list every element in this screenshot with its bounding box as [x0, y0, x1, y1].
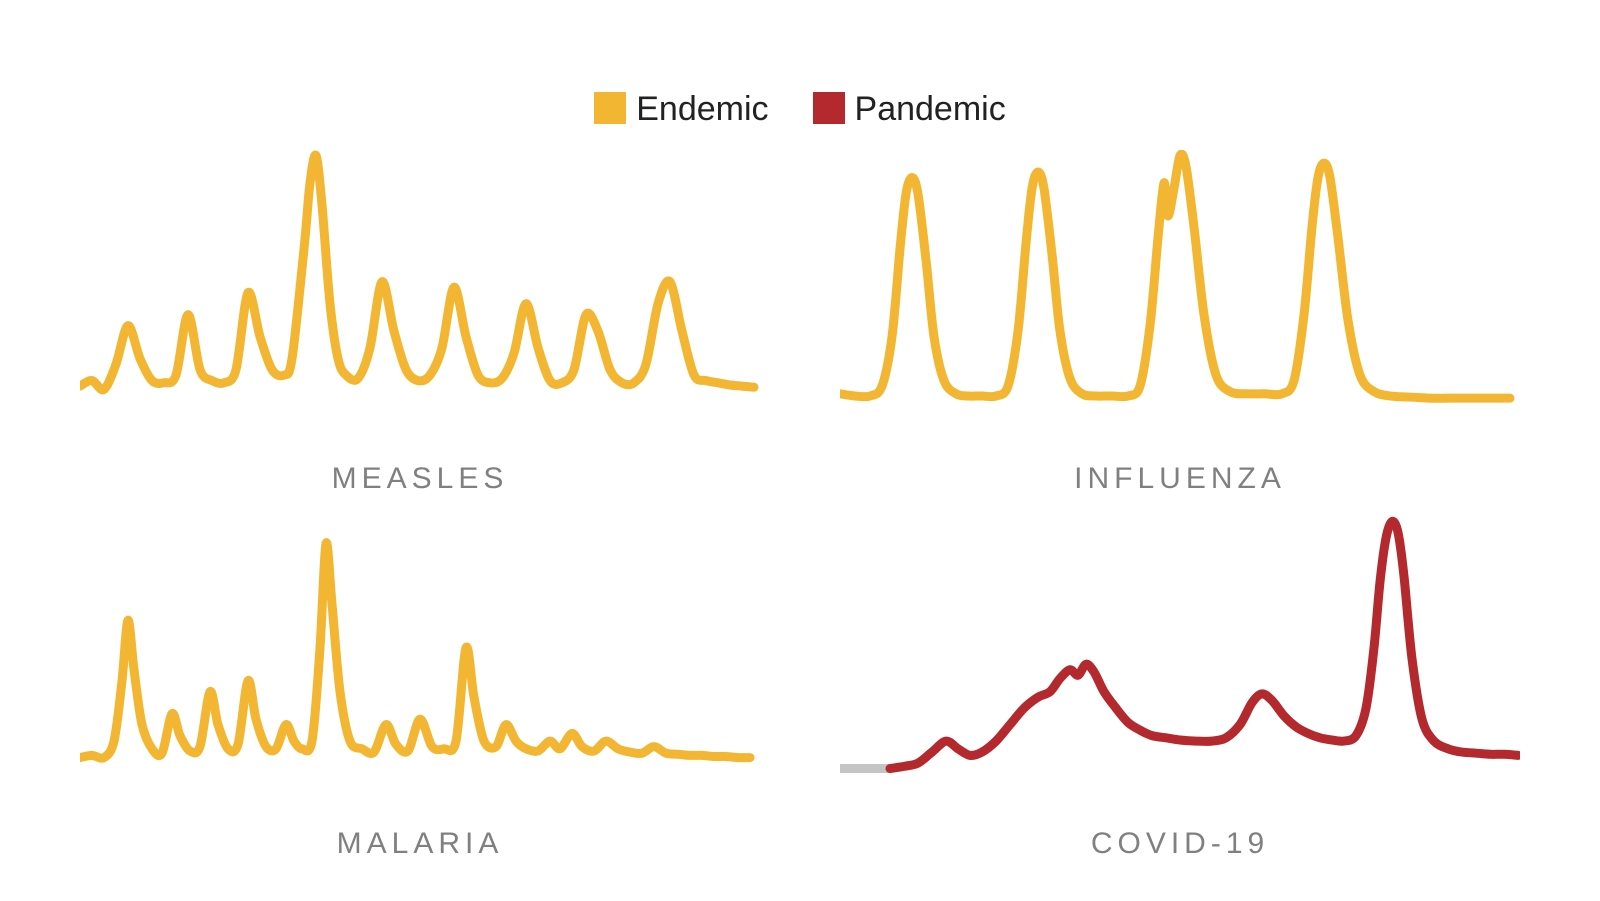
legend-label: Endemic [636, 90, 768, 128]
influenza-series-0 [840, 154, 1510, 398]
influenza-chart [840, 150, 1520, 436]
covid-label: COVID-19 [840, 827, 1520, 861]
measles-label: MEASLES [80, 462, 760, 496]
malaria-label: MALARIA [80, 827, 760, 861]
disease-curves-infographic: { "legend": { "items": [ { "label": "End… [0, 0, 1600, 901]
legend-item-endemic: Endemic [594, 90, 768, 129]
measles-chart [80, 150, 760, 436]
panel-malaria: MALARIA [80, 516, 760, 862]
legend-swatch [594, 92, 626, 124]
malaria-series-0 [80, 542, 750, 758]
covid-series-1 [890, 521, 1518, 768]
panel-grid: MEASLES INFLUENZA MALARIA COVID-19 [80, 150, 1520, 861]
measles-series-0 [80, 155, 754, 390]
legend-label: Pandemic [855, 90, 1006, 128]
legend: Endemic Pandemic [0, 90, 1600, 129]
covid-chart [840, 516, 1520, 802]
legend-item-pandemic: Pandemic [813, 90, 1006, 129]
malaria-chart [80, 516, 760, 802]
panel-covid: COVID-19 [840, 516, 1520, 862]
panel-influenza: INFLUENZA [840, 150, 1520, 496]
panel-measles: MEASLES [80, 150, 760, 496]
legend-swatch [813, 92, 845, 124]
influenza-label: INFLUENZA [840, 462, 1520, 496]
